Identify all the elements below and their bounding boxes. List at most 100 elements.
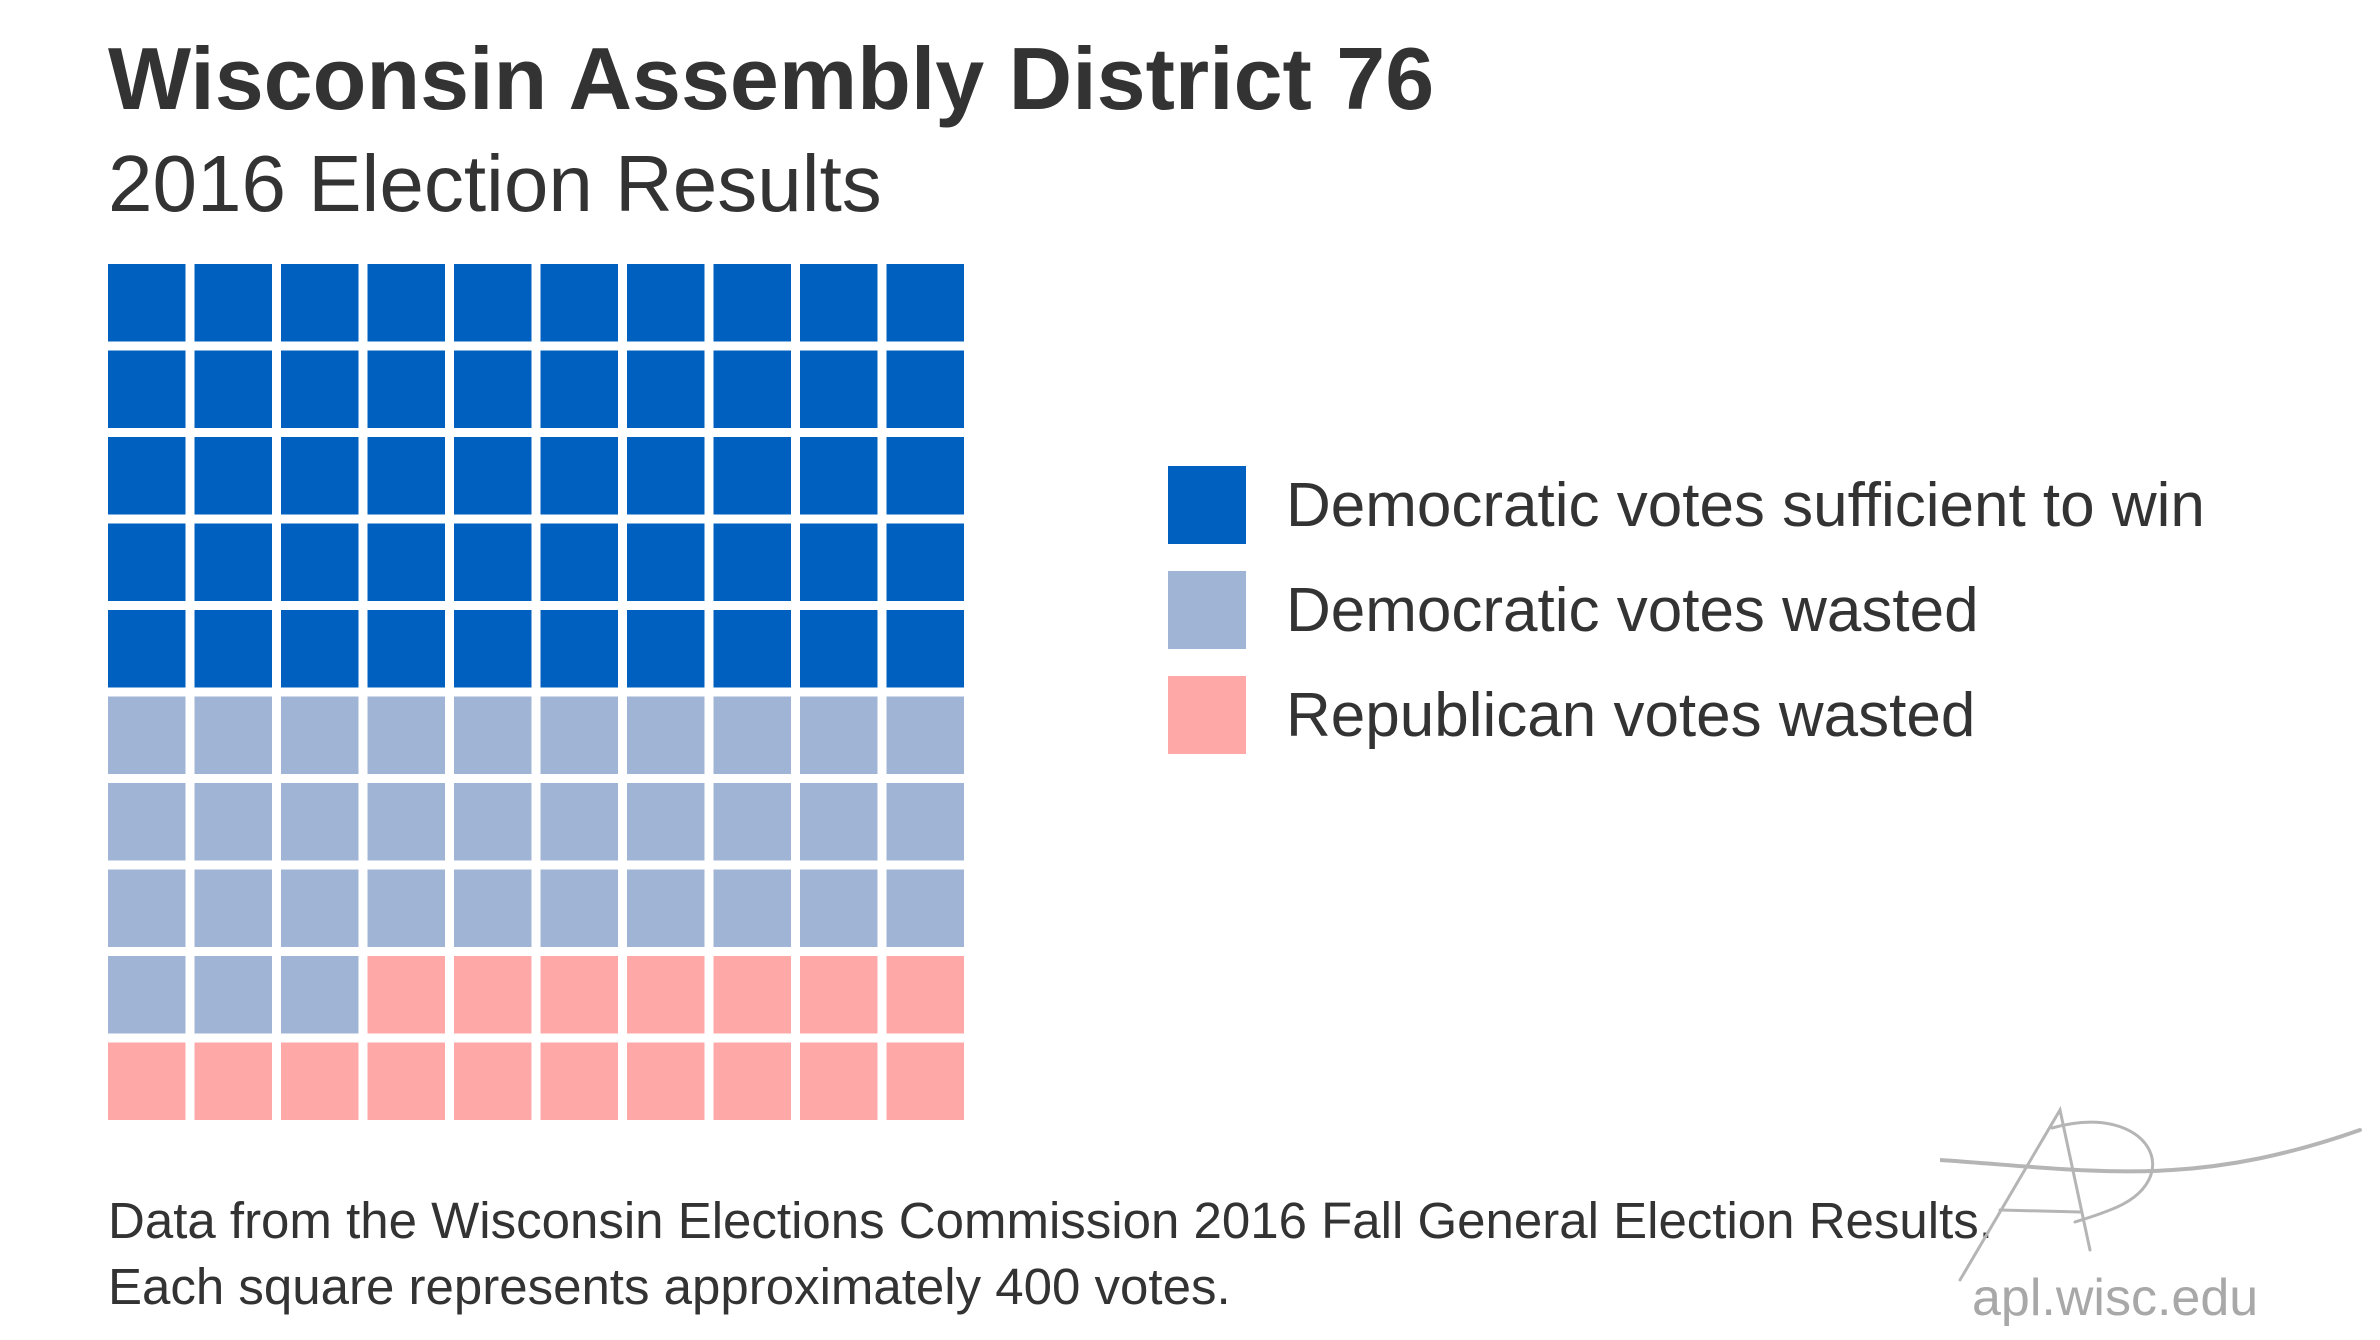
legend-swatch [1168, 676, 1246, 754]
legend-item: Republican votes wasted [1168, 676, 2205, 754]
waffle-square [281, 956, 359, 1034]
waffle-square [800, 437, 878, 515]
waffle-square [627, 696, 705, 774]
waffle-square [454, 437, 532, 515]
waffle-square [454, 264, 532, 342]
waffle-square [627, 523, 705, 601]
waffle-square [713, 610, 791, 688]
waffle-square [713, 264, 791, 342]
waffle-square [108, 437, 186, 515]
legend-label: Democratic votes wasted [1286, 575, 1979, 645]
waffle-square [108, 610, 186, 688]
waffle-square [367, 264, 445, 342]
waffle-square [540, 610, 618, 688]
waffle-square [281, 783, 359, 861]
waffle-square [713, 783, 791, 861]
waffle-square [540, 783, 618, 861]
waffle-square [281, 350, 359, 428]
waffle-square [108, 350, 186, 428]
waffle-square [886, 610, 964, 688]
waffle-square [713, 1042, 791, 1120]
waffle-square [713, 523, 791, 601]
waffle-square [627, 1042, 705, 1120]
chart-title: Wisconsin Assembly District 76 [108, 29, 1435, 128]
waffle-square [454, 523, 532, 601]
legend-item: Democratic votes wasted [1168, 571, 2205, 649]
waffle-square [281, 1042, 359, 1120]
legend-swatch [1168, 571, 1246, 649]
waffle-square [886, 783, 964, 861]
waffle-square [281, 869, 359, 947]
waffle-square [800, 1042, 878, 1120]
waffle-square [886, 956, 964, 1034]
waffle-square [194, 437, 272, 515]
waffle-square [281, 437, 359, 515]
waffle-square [108, 956, 186, 1034]
waffle-square [367, 956, 445, 1034]
waffle-square [194, 350, 272, 428]
legend-label: Republican votes wasted [1286, 680, 1976, 750]
waffle-square [108, 523, 186, 601]
waffle-square [713, 696, 791, 774]
legend-label: Democratic votes sufficient to win [1286, 470, 2205, 540]
waffle-square [886, 523, 964, 601]
waffle-square [627, 264, 705, 342]
waffle-square [367, 1042, 445, 1120]
waffle-square [713, 350, 791, 428]
waffle-square [540, 956, 618, 1034]
legend-swatch [1168, 466, 1246, 544]
waffle-square [886, 350, 964, 428]
waffle-square [367, 610, 445, 688]
waffle-square [800, 783, 878, 861]
footnote: Data from the Wisconsin Elections Commis… [108, 1188, 1993, 1320]
waffle-square [194, 523, 272, 601]
waffle-square [108, 264, 186, 342]
waffle-square [540, 264, 618, 342]
waffle-square [108, 696, 186, 774]
waffle-square [540, 696, 618, 774]
waffle-square [454, 610, 532, 688]
waffle-square [454, 1042, 532, 1120]
waffle-square [367, 869, 445, 947]
waffle-square [281, 610, 359, 688]
waffle-square [454, 350, 532, 428]
waffle-square [454, 696, 532, 774]
waffle-square [800, 696, 878, 774]
waffle-square [108, 1042, 186, 1120]
waffle-square [540, 869, 618, 947]
waffle-square [194, 869, 272, 947]
waffle-square [627, 610, 705, 688]
waffle-square [367, 783, 445, 861]
waffle-square [713, 956, 791, 1034]
waffle-square [540, 350, 618, 428]
logo-text: apl.wisc.edu [1972, 1269, 2259, 1327]
waffle-square [540, 523, 618, 601]
waffle-square [454, 956, 532, 1034]
waffle-square [713, 869, 791, 947]
footnote-line-scale: Each square represents approximately 400… [108, 1258, 1231, 1315]
apl-logo-icon [1940, 1105, 2362, 1282]
waffle-square [540, 437, 618, 515]
waffle-square [800, 610, 878, 688]
waffle-square [454, 783, 532, 861]
waffle-square [627, 783, 705, 861]
waffle-square [886, 437, 964, 515]
waffle-square [886, 264, 964, 342]
waffle-square [367, 437, 445, 515]
waffle-square [540, 1042, 618, 1120]
waffle-square [800, 956, 878, 1034]
waffle-square [713, 437, 791, 515]
waffle-square [367, 350, 445, 428]
waffle-square [281, 696, 359, 774]
waffle-square [800, 869, 878, 947]
waffle-square [367, 696, 445, 774]
footnote-line-source: Data from the Wisconsin Elections Commis… [108, 1192, 1993, 1249]
waffle-square [367, 523, 445, 601]
waffle-square [627, 437, 705, 515]
waffle-grid [108, 264, 964, 1120]
waffle-square [194, 783, 272, 861]
waffle-square [281, 523, 359, 601]
waffle-square [886, 869, 964, 947]
waffle-square [194, 264, 272, 342]
